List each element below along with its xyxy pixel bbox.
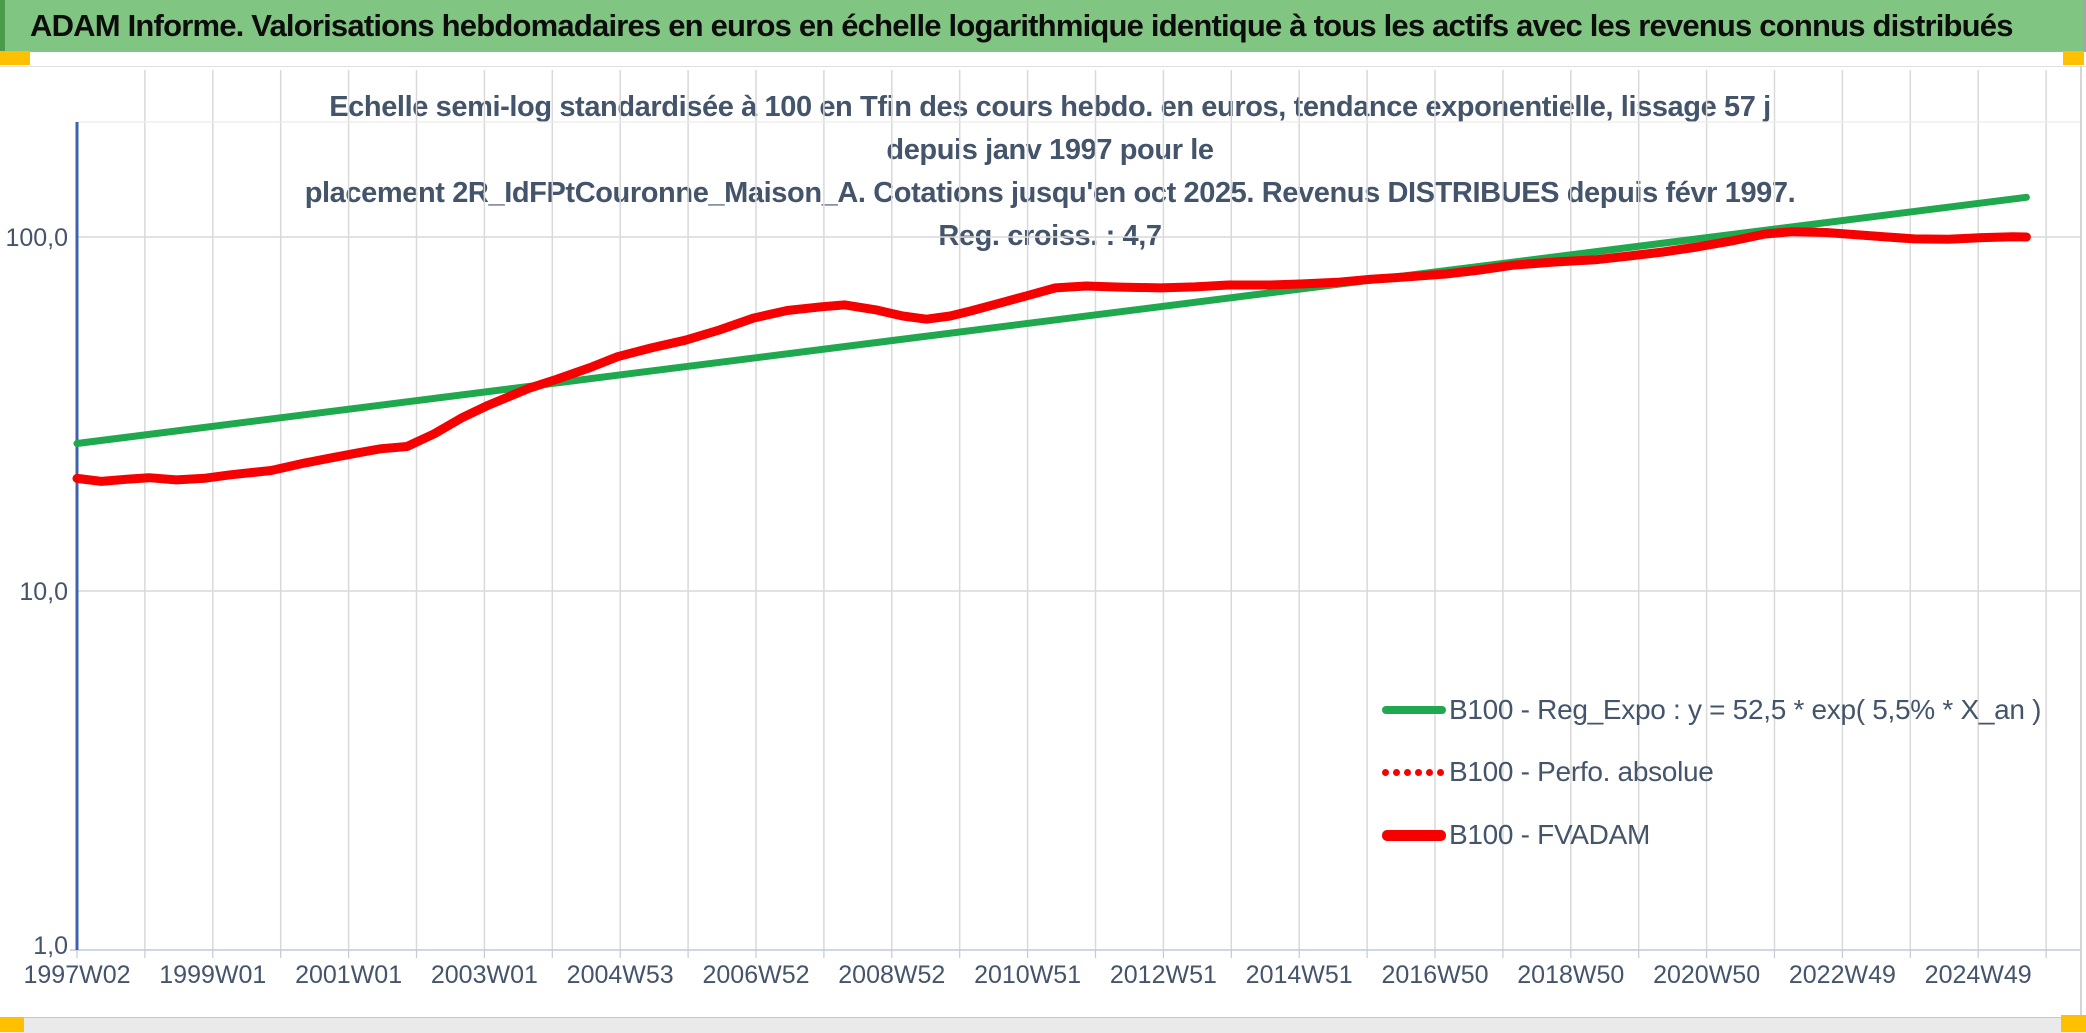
legend-swatch-red-dotted-line — [1382, 768, 1446, 776]
legend-swatch-red-line — [1382, 829, 1446, 841]
content-right-border — [2080, 66, 2082, 1017]
legend-label-reg-expo: B100 - Reg_Expo : y = 52,5 * exp( 5,5% *… — [1449, 694, 2042, 725]
corner-marker-top-right — [2063, 51, 2084, 65]
header-left-accent-strip — [0, 0, 5, 52]
legend-label-perfo-absolue: B100 - Perfo. absolue — [1449, 756, 1714, 787]
corner-marker-bottom-left — [0, 1017, 24, 1032]
legend-swatch-green-line — [1382, 706, 1446, 714]
corner-marker-top-left — [0, 51, 30, 65]
chart-title: Echelle semi-log standardisée à 100 en T… — [300, 86, 1800, 258]
legend-item-fvadam: B100 - FVADAM — [1382, 819, 1650, 851]
legend-item-perfo-absolue: B100 - Perfo. absolue — [1382, 756, 1714, 788]
chart-title-line1: Echelle semi-log standardisée à 100 en T… — [329, 91, 1771, 166]
corner-marker-bottom-right — [2061, 1015, 2086, 1032]
footer-bar — [0, 1017, 2086, 1033]
legend-item-reg-expo: B100 - Reg_Expo : y = 52,5 * exp( 5,5% *… — [1382, 694, 2041, 726]
chart-title-line2: placement 2R_IdFPtCouronne_Maison_A. Cot… — [304, 177, 1796, 252]
header-right-gray-strip — [2083, 0, 2086, 52]
legend-label-fvadam: B100 - FVADAM — [1449, 819, 1650, 850]
header-bar: ADAM Informe. Valorisations hebdomadaire… — [0, 0, 2086, 52]
header-title: ADAM Informe. Valorisations hebdomadaire… — [30, 8, 2014, 43]
